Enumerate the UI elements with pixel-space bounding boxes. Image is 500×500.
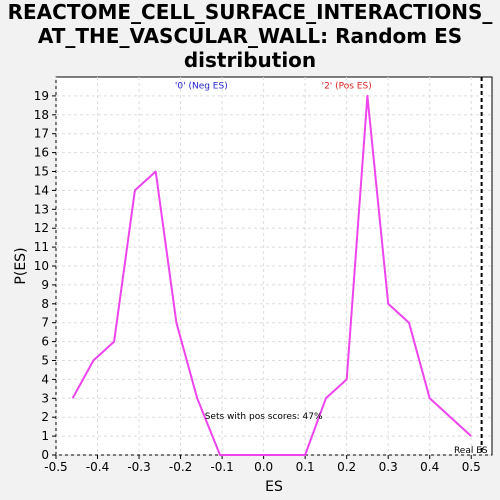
- y-tick-label: 6: [41, 335, 49, 349]
- y-tick-label: 0: [41, 448, 49, 462]
- annotation-label: Sets with pos scores: 47%: [205, 412, 323, 422]
- annotations: Real ES '0' (Neg ES) '2' (Pos ES) Sets with…: [175, 77, 488, 456]
- y-tick-label: 14: [34, 183, 49, 197]
- chart-title: REACTOME_CELL_SURFACE_INTERACTIONS_ AT_T…: [0, 0, 500, 72]
- y-tick-label: 4: [41, 372, 49, 386]
- y-tick-label: 10: [34, 259, 49, 273]
- y-tick-label: 16: [34, 146, 49, 160]
- y-tick-label: 9: [41, 278, 49, 292]
- chart-title-line-3: distribution: [183, 48, 317, 72]
- y-tick-label: 1: [41, 429, 49, 443]
- x-tick-label: 0.1: [296, 460, 315, 474]
- x-tick-label: -0.4: [86, 460, 109, 474]
- real-es-label: Real ES: [454, 446, 488, 456]
- x-tick-label: 0.5: [462, 460, 481, 474]
- x-tick-label: -0.2: [169, 460, 192, 474]
- x-tick-label: 0.2: [337, 460, 356, 474]
- x-tick-label: 0.4: [420, 460, 439, 474]
- y-tick-label: 8: [41, 297, 49, 311]
- y-tick-label: 2: [41, 410, 49, 424]
- y-tick-label: 13: [34, 202, 49, 216]
- y-tick-label: 11: [34, 240, 49, 254]
- annotation-label: '0' (Neg ES): [175, 81, 228, 91]
- y-tick-label: 3: [41, 391, 49, 405]
- axes: -0.5 -0.4 -0.3 -0.2 -0.1 0.0 0.1 0.2 0.3 0.4 0.5 0 1…: [34, 89, 481, 474]
- x-tick-label: -0.5: [44, 460, 67, 474]
- series-layer: [71, 94, 472, 456]
- y-tick-label: 5: [41, 354, 49, 368]
- y-tick-label: 19: [34, 89, 49, 103]
- y-axis-title: P(ES): [13, 247, 29, 284]
- y-tick-label: 12: [34, 221, 49, 235]
- x-tick-label: -0.1: [210, 460, 233, 474]
- y-tick-label: 7: [41, 316, 49, 330]
- annotation-label: '2' (Pos ES): [322, 81, 372, 91]
- x-tick-label: 0.0: [254, 460, 273, 474]
- chart-title-line-1: REACTOME_CELL_SURFACE_INTERACTIONS_: [7, 0, 493, 24]
- series-line: [71, 94, 472, 456]
- x-tick-label: 0.3: [379, 460, 398, 474]
- x-axis-title: ES: [265, 479, 283, 495]
- chart-title-line-2: AT_THE_VASCULAR_WALL: Random ES: [37, 24, 463, 48]
- x-tick-label: -0.3: [127, 460, 150, 474]
- y-tick-label: 15: [34, 165, 49, 179]
- y-tick-label: 17: [34, 127, 49, 141]
- y-tick-label: 18: [34, 108, 49, 122]
